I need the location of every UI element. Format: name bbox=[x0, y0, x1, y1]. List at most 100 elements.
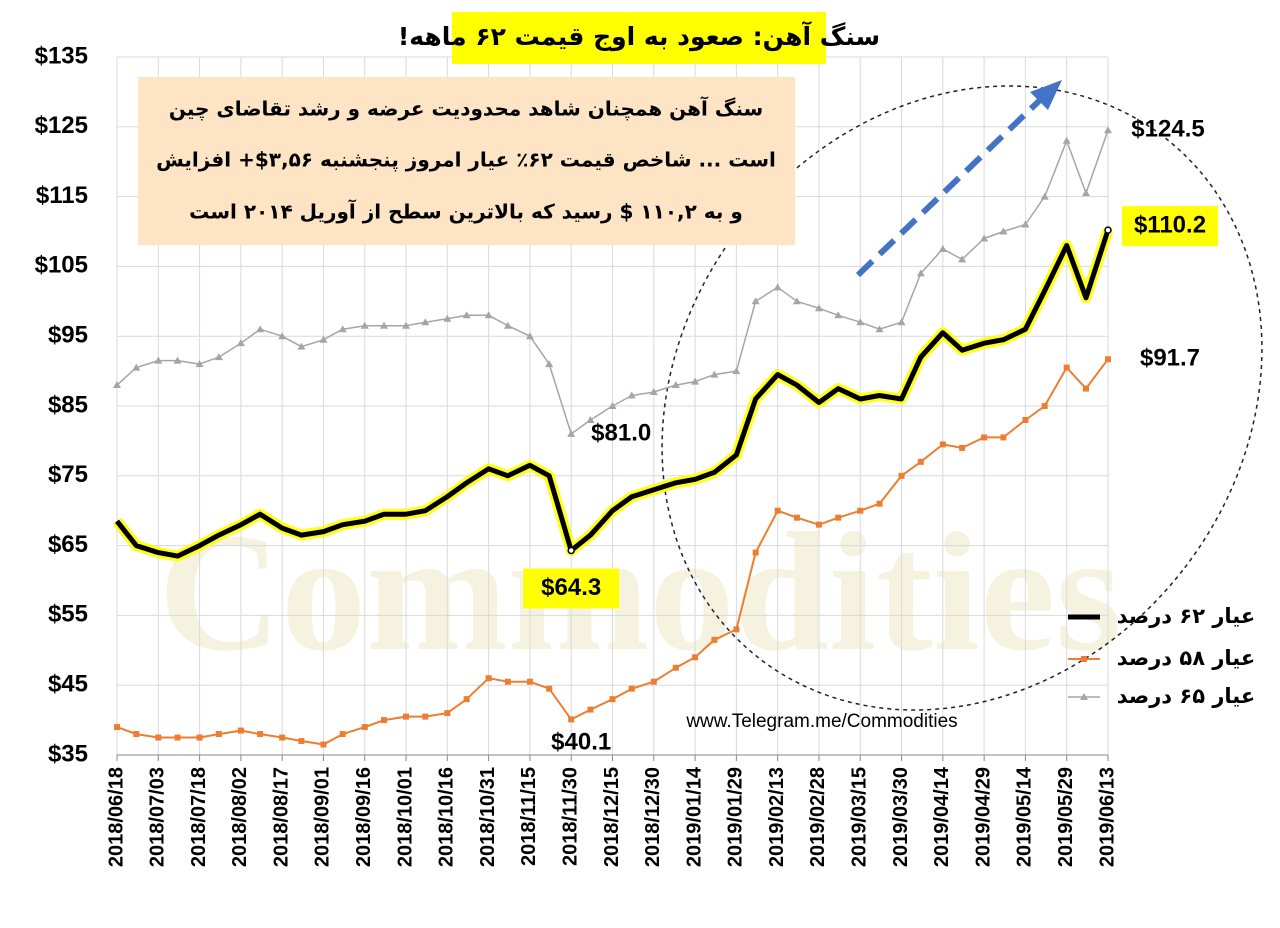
point bbox=[546, 685, 553, 692]
point bbox=[916, 269, 925, 277]
point bbox=[1021, 220, 1030, 228]
point bbox=[628, 685, 635, 692]
point bbox=[1104, 126, 1112, 134]
point bbox=[485, 675, 492, 682]
point bbox=[774, 507, 781, 514]
point bbox=[195, 360, 204, 368]
point bbox=[1022, 416, 1029, 423]
x-tick-label: 2019/03/30 bbox=[890, 767, 912, 867]
point bbox=[1062, 136, 1071, 144]
point bbox=[360, 321, 369, 329]
point bbox=[649, 388, 658, 396]
point bbox=[773, 283, 782, 291]
value-label: $40.1 bbox=[551, 729, 611, 756]
point bbox=[691, 377, 700, 385]
point bbox=[319, 335, 328, 343]
y-tick-label: $125 bbox=[35, 112, 88, 139]
point bbox=[256, 325, 265, 333]
point bbox=[608, 402, 617, 409]
point bbox=[113, 381, 121, 389]
point bbox=[361, 724, 368, 731]
point bbox=[857, 507, 864, 514]
point bbox=[999, 227, 1008, 235]
point bbox=[381, 717, 388, 724]
point bbox=[814, 304, 823, 312]
y-tick-label: $35 bbox=[48, 740, 88, 767]
point bbox=[792, 297, 801, 305]
end-point bbox=[1104, 226, 1112, 234]
point bbox=[132, 363, 141, 371]
series: $64.3 $110.2 bbox=[112, 206, 1218, 609]
x-tick-label: 2018/06/18 bbox=[105, 767, 127, 867]
x-tick-label: 2018/12/30 bbox=[642, 767, 664, 867]
x-tick-label: 2018/10/01 bbox=[394, 767, 416, 867]
point bbox=[587, 706, 594, 713]
point bbox=[338, 325, 347, 333]
point bbox=[421, 318, 430, 326]
legend-label: عیار ۵۸ درصد bbox=[1117, 646, 1255, 670]
point bbox=[402, 321, 411, 329]
legend-marker bbox=[1081, 656, 1087, 662]
point bbox=[876, 500, 883, 507]
series: $81.0 $124.5 bbox=[113, 116, 1205, 446]
point bbox=[752, 549, 759, 556]
point bbox=[751, 297, 760, 305]
annotation-line: سنگ آهن همچنان شاهد محدودیت عرضه و رشد ت… bbox=[169, 96, 763, 122]
y-tick-label: $75 bbox=[48, 461, 88, 488]
legend-marker bbox=[1080, 693, 1088, 700]
point bbox=[196, 734, 203, 741]
point bbox=[980, 234, 989, 242]
point bbox=[692, 654, 699, 661]
x-tick-label: 2019/05/14 bbox=[1014, 766, 1036, 867]
line bbox=[115, 229, 1111, 559]
point bbox=[1081, 189, 1090, 197]
y-tick-label: $45 bbox=[48, 671, 88, 698]
x-tick-label: 2018/10/16 bbox=[436, 767, 458, 867]
value-label: $110.2 bbox=[1134, 211, 1206, 238]
point bbox=[609, 696, 616, 703]
value-label: $91.7 bbox=[1140, 345, 1200, 372]
point bbox=[958, 255, 967, 263]
trend-arrow bbox=[855, 80, 1062, 278]
y-tick-label: $135 bbox=[35, 42, 88, 69]
point bbox=[297, 342, 306, 350]
point bbox=[339, 731, 346, 738]
point bbox=[257, 731, 264, 738]
point bbox=[733, 626, 740, 633]
point bbox=[815, 521, 822, 528]
x-tick-label: 2019/06/13 bbox=[1096, 767, 1118, 867]
point bbox=[938, 244, 947, 252]
x-tick-label: 2019/02/28 bbox=[807, 767, 829, 867]
point bbox=[278, 332, 287, 340]
point bbox=[650, 678, 657, 685]
point bbox=[1040, 192, 1049, 200]
x-tick-label: 2018/08/17 bbox=[270, 767, 292, 867]
x-tick-label: 2018/09/01 bbox=[312, 767, 334, 867]
point bbox=[545, 360, 554, 368]
point bbox=[671, 381, 680, 389]
label-box bbox=[1122, 206, 1218, 247]
point bbox=[981, 434, 988, 441]
chart-title: سنگ آهن: صعود به اوج قیمت ۶۲ ماهه! bbox=[398, 21, 880, 52]
point bbox=[133, 731, 140, 738]
x-tick-label: 2019/01/14 bbox=[683, 766, 705, 867]
point bbox=[856, 318, 865, 326]
point bbox=[835, 514, 842, 521]
point bbox=[236, 339, 245, 347]
point bbox=[897, 318, 906, 326]
point bbox=[710, 370, 719, 378]
point bbox=[1000, 434, 1007, 441]
y-tick-label: $115 bbox=[36, 182, 88, 209]
point bbox=[504, 678, 511, 685]
point bbox=[422, 713, 429, 720]
point bbox=[444, 710, 451, 717]
point bbox=[155, 734, 162, 741]
point bbox=[237, 727, 244, 734]
point bbox=[320, 741, 327, 748]
x-tick-label: 2018/09/16 bbox=[353, 767, 375, 867]
point bbox=[1041, 403, 1048, 409]
point bbox=[484, 311, 493, 319]
point bbox=[917, 458, 924, 465]
point bbox=[939, 441, 946, 448]
annotation-line: و به ۱۱۰,۲ $ رسید که بالاترین سطح از آور… bbox=[189, 199, 743, 224]
